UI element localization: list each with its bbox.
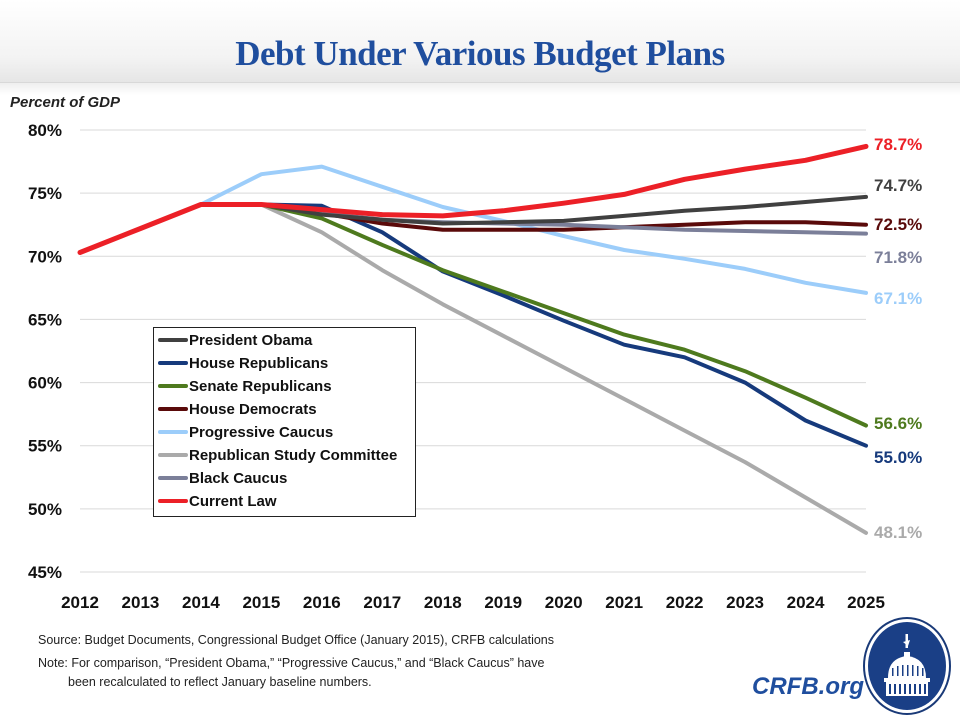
- capitol-dome-icon: [863, 617, 951, 715]
- legend-swatch: [158, 453, 188, 457]
- end-label-house-democrats: 72.5%: [874, 215, 922, 234]
- legend-item: Progressive Caucus: [154, 421, 333, 443]
- y-tick-label: 70%: [28, 247, 62, 266]
- legend-label: House Republicans: [189, 354, 329, 372]
- legend-item: Republican Study Committee: [154, 444, 397, 466]
- x-tick-label: 2018: [424, 593, 462, 612]
- legend-item: Black Caucus: [154, 467, 287, 489]
- header-shadow: [0, 83, 960, 95]
- legend-swatch: [158, 499, 188, 503]
- legend-item: President Obama: [154, 329, 312, 351]
- legend-swatch: [158, 430, 188, 434]
- x-tick-label: 2013: [122, 593, 160, 612]
- y-axis-label: Percent of GDP: [10, 94, 121, 111]
- source-note: Source: Budget Documents, Congressional …: [38, 633, 555, 647]
- legend: President Obama House Republicans Senate R…: [153, 327, 416, 517]
- legend-item: Senate Republicans: [154, 375, 332, 397]
- legend-label: Republican Study Committee: [189, 446, 398, 464]
- end-labels: 74.7% 55.0% 56.6% 72.5% 67.1% 48.1% 71.8% 78.7%: [874, 135, 922, 542]
- legend-swatch: [158, 476, 188, 480]
- y-tick-label: 75%: [28, 184, 62, 203]
- legend-label: Progressive Caucus: [189, 423, 334, 441]
- legend-swatch: [158, 384, 188, 388]
- series-line-current-law: [77, 143, 869, 255]
- legend-label: President Obama: [189, 331, 313, 349]
- legend-label: Senate Republicans: [189, 377, 332, 395]
- note-line-1: Note: For comparison, “President Obama,”…: [38, 656, 545, 670]
- x-tick-label: 2020: [545, 593, 583, 612]
- x-tick-label: 2024: [787, 593, 825, 612]
- chart-title: Debt Under Various Budget Plans: [235, 34, 725, 73]
- end-label-house-republicans: 55.0%: [874, 448, 922, 467]
- x-tick-label: 2016: [303, 593, 341, 612]
- end-label-current-law: 78.7%: [874, 135, 922, 154]
- legend-item: Current Law: [154, 490, 277, 512]
- end-label-senate-republicans: 56.6%: [874, 414, 922, 433]
- x-tick-label: 2025: [847, 593, 885, 612]
- x-tick-label: 2019: [484, 593, 522, 612]
- legend-label: Current Law: [189, 492, 277, 510]
- crfb-brand-link[interactable]: CRFB.org: [752, 673, 864, 700]
- end-label-president-obama: 74.7%: [874, 176, 922, 195]
- legend-label: Black Caucus: [189, 469, 288, 487]
- x-tick-label: 2022: [666, 593, 704, 612]
- y-tick-label: 45%: [28, 563, 62, 582]
- x-tick-label: 2014: [182, 593, 220, 612]
- legend-item: House Republicans: [154, 352, 328, 374]
- y-tick-label: 50%: [28, 500, 62, 519]
- y-tick-label: 65%: [28, 310, 62, 329]
- x-tick-label: 2012: [61, 593, 99, 612]
- end-label-black-caucus: 71.8%: [874, 248, 922, 267]
- x-tick-label: 2017: [363, 593, 401, 612]
- x-tick-label: 2023: [726, 593, 764, 612]
- y-tick-label: 60%: [28, 374, 62, 393]
- y-axis-ticks: 45% 50% 55% 60% 65% 70% 75% 80%: [28, 121, 62, 582]
- y-tick-label: 55%: [28, 437, 62, 456]
- series-lines: [77, 143, 869, 535]
- end-label-progressive-caucus: 67.1%: [874, 289, 922, 308]
- y-tick-label: 80%: [28, 121, 62, 140]
- legend-label: House Democrats: [189, 400, 317, 418]
- legend-swatch: [158, 361, 188, 365]
- x-tick-label: 2015: [242, 593, 280, 612]
- x-tick-label: 2021: [605, 593, 643, 612]
- header-bar: [0, 0, 960, 83]
- x-axis-ticks: 2012 2013 2014 2015 2016 2017 2018 2019 2020 2021…: [61, 593, 885, 612]
- note-line-2: been recalculated to reflect January bas…: [68, 675, 372, 689]
- end-label-republican-study-committee: 48.1%: [874, 523, 922, 542]
- legend-swatch: [158, 338, 188, 342]
- legend-swatch: [158, 407, 188, 411]
- legend-item: House Democrats: [154, 398, 317, 420]
